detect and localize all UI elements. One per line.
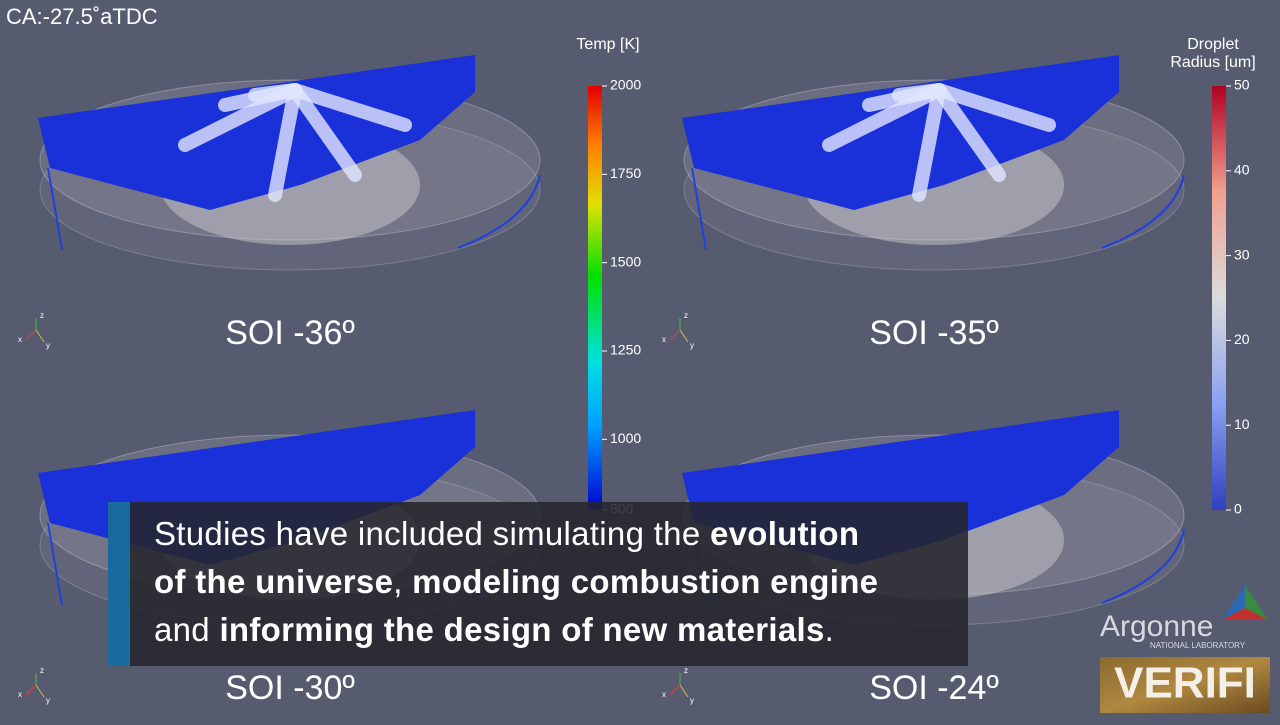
triad-axis — [679, 684, 689, 698]
panel: SOI -35º z y x — [662, 55, 1185, 352]
spray-plume — [288, 83, 412, 132]
triad-label: x — [662, 690, 666, 699]
caption-segment: , — [393, 563, 413, 600]
cut-plane — [38, 55, 475, 210]
triad-axis — [669, 684, 681, 696]
spray-plume — [912, 83, 946, 202]
caption-segment: and — [154, 611, 220, 648]
triad-label: z — [40, 311, 44, 320]
spray-plume — [288, 83, 362, 182]
liner-edge — [1101, 174, 1185, 249]
triad-axis — [669, 329, 681, 341]
logo-triangle — [1222, 608, 1268, 620]
cut-plane — [682, 55, 1119, 210]
colorbar-tick-label: 1500 — [610, 253, 641, 269]
triad-label: x — [18, 335, 22, 344]
spray-plume — [248, 83, 302, 102]
colorbar-title: Radius [um] — [1170, 54, 1255, 71]
colorbar-tick-label: 1750 — [610, 165, 641, 181]
triad-label: y — [690, 341, 694, 350]
triad-label: z — [40, 666, 44, 675]
colorbar-tick-label: 0 — [1234, 501, 1242, 517]
liner-edge — [1101, 529, 1185, 604]
spray-plume — [932, 83, 1006, 182]
triad-label: z — [684, 311, 688, 320]
crank-angle: CA:-27.5˚aTDC — [6, 4, 158, 29]
badge — [1100, 657, 1270, 713]
triad-axis — [35, 684, 45, 698]
spray-plume — [268, 83, 302, 202]
colorbar-title: Temp [K] — [576, 36, 639, 53]
temp-colorbar — [588, 86, 602, 510]
caption-stripe — [108, 502, 130, 666]
triad-label: y — [46, 341, 50, 350]
panel-label: SOI -30º — [225, 669, 355, 707]
caption-segment: . — [824, 611, 835, 648]
droplet-colorbar — [1212, 86, 1226, 510]
spray-plume — [932, 83, 1056, 132]
logo-triangle — [1222, 585, 1245, 620]
triad-label: z — [684, 666, 688, 675]
triad-axis — [25, 684, 37, 696]
liner-edge — [47, 522, 63, 606]
colorbar-tick-label: 50 — [1234, 77, 1250, 93]
triad-label: x — [662, 335, 666, 344]
triad-label: x — [18, 690, 22, 699]
caption-line: of the universe, modeling combustion eng… — [154, 558, 878, 606]
colorbar-tick-label: 40 — [1234, 162, 1250, 178]
caption-segment: evolution — [709, 515, 860, 552]
caption-box: Studies have included simulating the evo… — [108, 502, 968, 666]
colorbar-tick-label: 2000 — [610, 77, 641, 93]
colorbar-tick-label: 30 — [1234, 246, 1250, 262]
caption-line: and informing the design of new material… — [154, 606, 878, 654]
caption-segment: modeling combustion engine — [412, 563, 879, 600]
liner-edge — [691, 167, 707, 251]
logo-name: Argonne — [1100, 610, 1213, 643]
triad-axis — [25, 329, 37, 341]
caption-segment: Studies have included simulating the — [154, 515, 710, 552]
liner-edge — [47, 167, 63, 251]
caption-segment: of the universe — [154, 563, 394, 600]
colorbar-title: Droplet — [1187, 36, 1239, 53]
triad-axis — [35, 329, 45, 343]
panel-label: SOI -24º — [869, 669, 999, 707]
panel-label: SOI -36º — [225, 314, 355, 352]
triad-label: y — [690, 696, 694, 705]
panel: SOI -36º z y x — [18, 55, 541, 352]
caption-segment: informing the design of new materials — [219, 611, 825, 648]
colorbar-tick-label: 1250 — [610, 342, 641, 358]
panel-label: SOI -35º — [869, 314, 999, 352]
triad-axis — [679, 329, 689, 343]
caption-text: Studies have included simulating the evo… — [154, 510, 878, 654]
badge-text: VERIFI — [1114, 659, 1256, 708]
colorbar-tick-label: 1000 — [610, 430, 641, 446]
triad-label: y — [46, 696, 50, 705]
logo-subtitle: NATIONAL LABORATORY — [1150, 641, 1246, 650]
liner-edge — [457, 174, 541, 249]
spray-plume — [892, 83, 946, 102]
colorbar-tick-label: 20 — [1234, 331, 1250, 347]
caption-line: Studies have included simulating the evo… — [154, 510, 878, 558]
colorbar-tick-label: 10 — [1234, 416, 1250, 432]
